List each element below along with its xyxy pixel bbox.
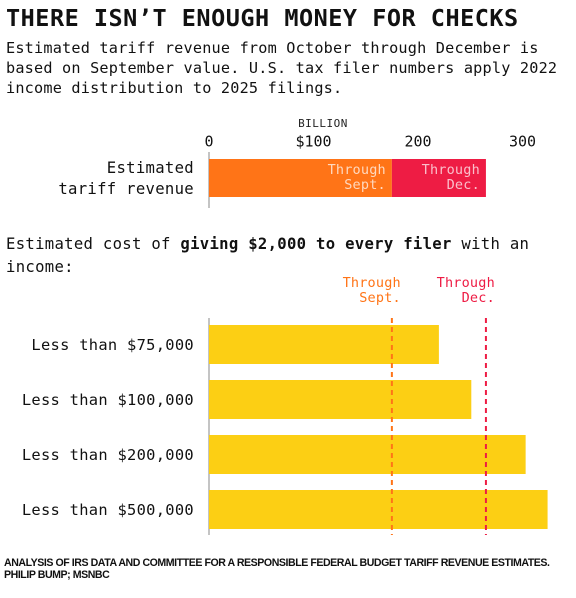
bar — [209, 325, 439, 364]
bar — [209, 380, 472, 419]
y-tick-label: Less than $200,000 — [22, 446, 194, 464]
axis-label: BILLION — [298, 117, 348, 130]
source: ANALYSIS OF IRS DATA AND COMMITTEE FOR A… — [4, 557, 550, 581]
x-tick-label: $100 — [295, 133, 331, 151]
chart-title: Estimated cost of giving $2,000 to every… — [6, 233, 566, 279]
y-tick-label: Less than $75,000 — [31, 336, 194, 354]
title-part: with an income: — [6, 235, 530, 276]
title-part: Estimated cost of — [6, 235, 171, 253]
bar-segment — [391, 159, 486, 197]
bar — [209, 435, 526, 474]
reference-label: Through Sept. — [342, 275, 401, 306]
subtitle: Estimated tariff revenue from October th… — [6, 39, 558, 97]
x-tick-label: 300 — [509, 133, 536, 151]
title-part: giving $2,000 to every filer — [180, 235, 452, 253]
y-tick-label: Estimated tariff revenue — [58, 159, 194, 198]
x-tick-label: 0 — [204, 133, 213, 151]
title: THERE ISN’T ENOUGH MONEY FOR CHECKS — [6, 4, 519, 32]
y-tick-label: Less than $100,000 — [22, 391, 194, 409]
segment-label: Through Dec. — [421, 162, 480, 193]
x-tick-label: 200 — [404, 133, 431, 151]
segment-label: Through Sept. — [327, 162, 386, 193]
bar — [209, 490, 548, 529]
reference-label: Through Dec. — [436, 275, 495, 306]
y-tick-label: Less than $500,000 — [22, 501, 194, 519]
bar-segment — [209, 159, 392, 197]
